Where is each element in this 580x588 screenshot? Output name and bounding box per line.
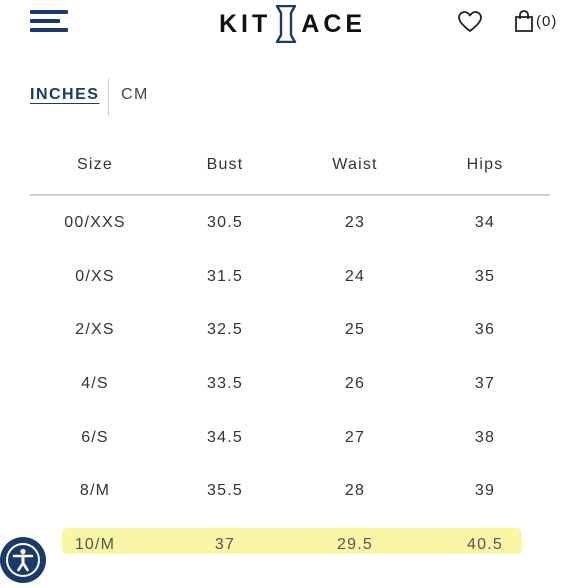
cell-bust: 34.5 xyxy=(207,428,243,446)
cell-bust: 37 xyxy=(214,535,236,553)
table-row: 0/XS 31.5 24 35 xyxy=(30,250,550,304)
cell-waist: 26 xyxy=(344,374,366,392)
header-waist: Waist xyxy=(332,156,378,173)
table-row: 8/M 35.5 28 39 xyxy=(30,464,550,518)
cell-bust: 35.5 xyxy=(207,482,243,500)
cell-size: 8/M xyxy=(79,482,111,500)
cell-size: 10/M xyxy=(74,535,116,553)
cell-hips: 37 xyxy=(474,374,496,392)
cell-waist: 29.5 xyxy=(337,535,373,553)
table-body: 00/XXS 30.5 23 34 0/XS 31.5 24 35 2/XS 3… xyxy=(30,196,550,572)
logo-text-right: ACE xyxy=(301,10,367,38)
cell-hips: 35 xyxy=(474,267,496,285)
accessibility-icon xyxy=(6,543,40,577)
header-size: Size xyxy=(77,156,113,173)
size-chart-table: Size Bust Waist Hips 00/XXS 30.5 23 34 0… xyxy=(30,150,550,572)
cell-size: 4/S xyxy=(81,374,109,392)
brand-logo[interactable]: KIT ACE xyxy=(219,5,367,43)
menu-icon[interactable] xyxy=(30,10,68,34)
cell-hips: 39 xyxy=(474,482,496,500)
unit-inches-tab[interactable]: INCHES xyxy=(30,86,100,103)
table-row: 4/S 33.5 26 37 xyxy=(30,357,550,411)
cell-hips: 40.5 xyxy=(467,535,503,553)
cell-waist: 23 xyxy=(344,213,366,231)
cell-hips: 38 xyxy=(474,428,496,446)
table-row: 6/S 34.5 27 38 xyxy=(30,411,550,465)
cell-bust: 31.5 xyxy=(207,267,243,285)
unit-divider xyxy=(108,78,109,116)
shopping-bag-icon xyxy=(515,10,533,32)
header-bust: Bust xyxy=(206,156,244,173)
cell-waist: 24 xyxy=(344,267,366,285)
table-row: 00/XXS 30.5 23 34 xyxy=(30,196,550,250)
logo-emblem-icon xyxy=(276,5,297,43)
table-row-highlighted: 10/M 37 29.5 40.5 xyxy=(30,518,550,572)
cart-button[interactable]: (0) xyxy=(514,10,557,32)
logo-text-left: KIT xyxy=(219,10,272,38)
cell-waist: 25 xyxy=(344,321,366,339)
unit-cm-tab[interactable]: CM xyxy=(121,86,149,103)
heart-icon[interactable] xyxy=(458,11,482,33)
cell-bust: 33.5 xyxy=(207,374,243,392)
cell-size: 00/XXS xyxy=(64,213,126,231)
row-highlight xyxy=(62,528,522,554)
cart-count: (0) xyxy=(536,12,558,30)
cell-size: 6/S xyxy=(81,428,109,446)
cell-waist: 28 xyxy=(344,482,366,500)
table-row: 2/XS 32.5 25 36 xyxy=(30,303,550,357)
cell-size: 0/XS xyxy=(75,267,115,285)
cell-bust: 30.5 xyxy=(207,213,243,231)
table-header: Size Bust Waist Hips xyxy=(30,150,550,196)
cell-hips: 36 xyxy=(474,321,496,339)
cell-hips: 34 xyxy=(474,213,496,231)
cell-waist: 27 xyxy=(344,428,366,446)
cell-size: 2/XS xyxy=(75,321,115,339)
header-hips: Hips xyxy=(466,156,504,173)
accessibility-button[interactable] xyxy=(0,537,46,583)
cell-bust: 32.5 xyxy=(207,321,243,339)
